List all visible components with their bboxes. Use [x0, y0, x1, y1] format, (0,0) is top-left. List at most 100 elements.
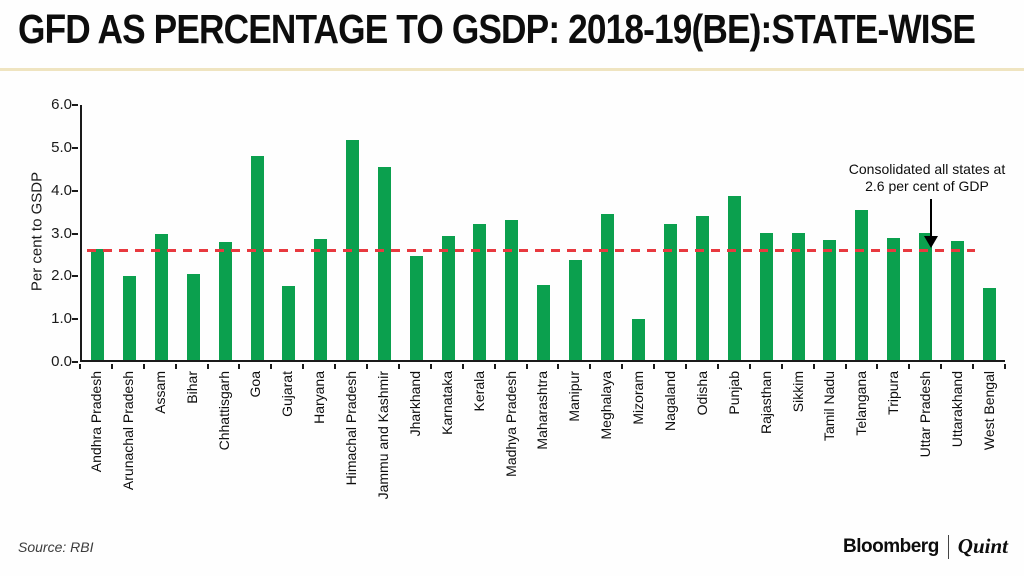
x-axis-label-maharashtra: Maharashtra [534, 371, 551, 450]
x-label-slot: Bihar [176, 371, 208, 531]
x-axis-label-rajasthan: Rajasthan [757, 371, 774, 435]
annotation: Consolidated all states at 2.6 per cent … [828, 161, 1024, 195]
x-tick-mark [461, 364, 464, 369]
bar-slot [846, 105, 878, 360]
x-tick-mark [716, 364, 719, 369]
bar-slot [337, 105, 369, 360]
x-tick-mark [79, 364, 81, 369]
bar-andhra-pradesh [91, 249, 105, 360]
bar-odisha [696, 215, 710, 360]
bar-slot [209, 105, 241, 360]
x-tick-mark [685, 364, 688, 369]
x-label-slot: Karnataka [431, 371, 463, 531]
bar-slot [910, 105, 942, 360]
logo-separator [947, 534, 949, 559]
bars-container [82, 105, 1005, 360]
x-axis-label-andhra-pradesh: Andhra Pradesh [87, 371, 104, 473]
x-tick-mark [206, 364, 209, 369]
x-label-slot: Arunachal Pradesh [112, 371, 144, 531]
x-axis-label-arunachal-pradesh: Arunachal Pradesh [119, 371, 136, 491]
bar-slot [496, 105, 528, 360]
x-label-slot: Punjab [718, 371, 750, 531]
bar-assam [155, 233, 169, 360]
x-label-slot: Kerala [463, 371, 495, 531]
x-tick-mark [876, 364, 879, 369]
bar-slot [114, 105, 146, 360]
y-tick-mark [72, 104, 78, 106]
x-axis-label-kerala: Kerala [470, 371, 487, 412]
bar-slot [750, 105, 782, 360]
x-axis-label-sikkim: Sikkim [789, 371, 806, 413]
x-axis-label-tamil-nadu: Tamil Nadu [821, 371, 838, 442]
bar-slot [814, 105, 846, 360]
x-axis-label-west-bengal: West Bengal [980, 371, 997, 451]
x-axis-label-meghalaya: Meghalaya [598, 371, 615, 440]
bar-slot [687, 105, 719, 360]
bar-chhattisgarh [218, 242, 232, 360]
bar-slot [782, 105, 814, 360]
y-tick-label-4.0: 4.0 [51, 181, 72, 199]
x-axis-label-manipur: Manipur [566, 371, 583, 422]
x-label-slot: Mizoram [622, 371, 654, 531]
x-axis-label-bihar: Bihar [183, 371, 200, 404]
x-tick-mark [844, 364, 847, 369]
x-tick-mark [748, 364, 751, 369]
y-tick-mark [72, 189, 78, 192]
bar-tamil-nadu [823, 240, 837, 360]
bar-goa [250, 156, 264, 360]
reference-line [87, 249, 975, 253]
x-tick-mark [812, 364, 815, 369]
x-axis-labels: Andhra Pradesh Arunachal Pradesh Assam Biha… [80, 371, 1005, 531]
x-axis-label-madhya-pradesh: Madhya Pradesh [502, 371, 519, 477]
bar-west-bengal [982, 288, 996, 360]
bar-slot [973, 105, 1005, 360]
x-tick-mark [397, 364, 400, 369]
x-axis-label-haryana: Haryana [311, 371, 328, 424]
x-axis-label-goa: Goa [247, 371, 264, 398]
x-tick-mark [972, 364, 975, 369]
x-label-slot: Sikkim [782, 371, 814, 531]
x-axis-label-punjab: Punjab [725, 371, 742, 415]
bar-telangana [855, 209, 869, 360]
x-axis-label-karnataka: Karnataka [438, 371, 455, 435]
x-label-slot: Jharkhand [399, 371, 431, 531]
x-tick-mark [238, 364, 241, 369]
y-tick-mark [72, 318, 78, 321]
x-label-slot: Himachal Pradesh [335, 371, 367, 531]
x-axis-label-telangana: Telangana [853, 371, 870, 436]
x-tick-mark [110, 364, 113, 369]
bar-manipur [568, 260, 582, 360]
x-axis-label-uttar-pradesh: Uttar Pradesh [917, 371, 934, 458]
bar-nagaland [664, 223, 678, 360]
bar-kerala [473, 224, 487, 360]
x-tick-mark [780, 364, 783, 369]
x-label-slot: West Bengal [973, 371, 1005, 531]
bar-mizoram [632, 319, 646, 360]
y-tick-mark [72, 146, 78, 149]
annotation-arrow-line [930, 199, 932, 237]
x-label-slot: Nagaland [654, 371, 686, 531]
x-label-slot: Odisha [686, 371, 718, 531]
bar-gujarat [282, 286, 296, 360]
y-tick-label-0.0: 0.0 [51, 353, 72, 370]
bar-slot [878, 105, 910, 360]
quint-wordmark: Quint [957, 534, 1008, 558]
bar-karnataka [441, 235, 455, 360]
bar-slot [400, 105, 432, 360]
bar-sikkim [791, 232, 805, 360]
bar-tripura [887, 238, 901, 360]
annotation-arrow-head-icon [924, 236, 938, 248]
bar-slot [432, 105, 464, 360]
x-label-slot: Gujarat [271, 371, 303, 531]
bloomberg-wordmark: Bloomberg [843, 535, 939, 557]
x-label-slot: Rajasthan [750, 371, 782, 531]
x-axis-label-assam: Assam [151, 371, 168, 414]
bar-slot [464, 105, 496, 360]
x-label-slot: Assam [144, 371, 176, 531]
x-tick-mark [1004, 364, 1006, 369]
bar-slot [241, 105, 273, 360]
x-label-slot: Andhra Pradesh [80, 371, 112, 531]
title-divider [0, 68, 1024, 71]
bar-slot [559, 105, 591, 360]
